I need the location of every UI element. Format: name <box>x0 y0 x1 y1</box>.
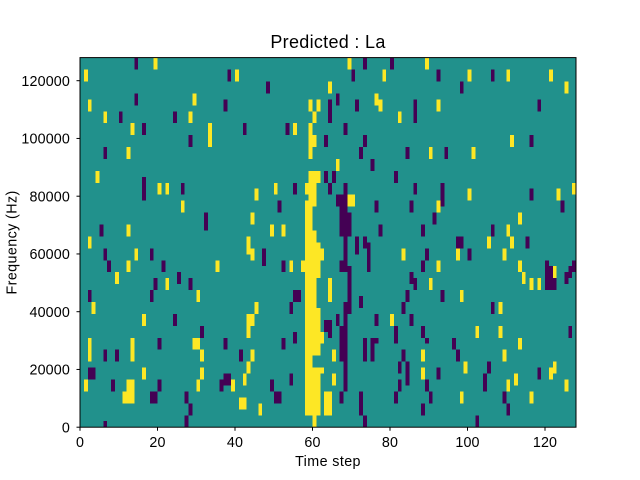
svg-text:40: 40 <box>227 435 243 451</box>
svg-text:Frequency (Hz): Frequency (Hz) <box>5 190 21 294</box>
svg-text:0: 0 <box>76 435 84 451</box>
svg-text:80: 80 <box>382 435 398 451</box>
svg-text:100000: 100000 <box>21 132 70 148</box>
svg-text:Time step: Time step <box>295 454 361 470</box>
svg-text:100: 100 <box>455 435 479 451</box>
svg-text:20000: 20000 <box>29 363 70 379</box>
svg-text:60000: 60000 <box>29 247 70 263</box>
svg-text:Predicted : La: Predicted : La <box>270 32 386 52</box>
svg-text:60: 60 <box>304 435 320 451</box>
svg-text:120000: 120000 <box>21 74 70 90</box>
svg-text:0: 0 <box>62 420 70 436</box>
svg-text:80000: 80000 <box>29 189 70 205</box>
svg-text:40000: 40000 <box>29 305 70 321</box>
svg-text:120: 120 <box>533 435 557 451</box>
svg-text:20: 20 <box>149 435 165 451</box>
